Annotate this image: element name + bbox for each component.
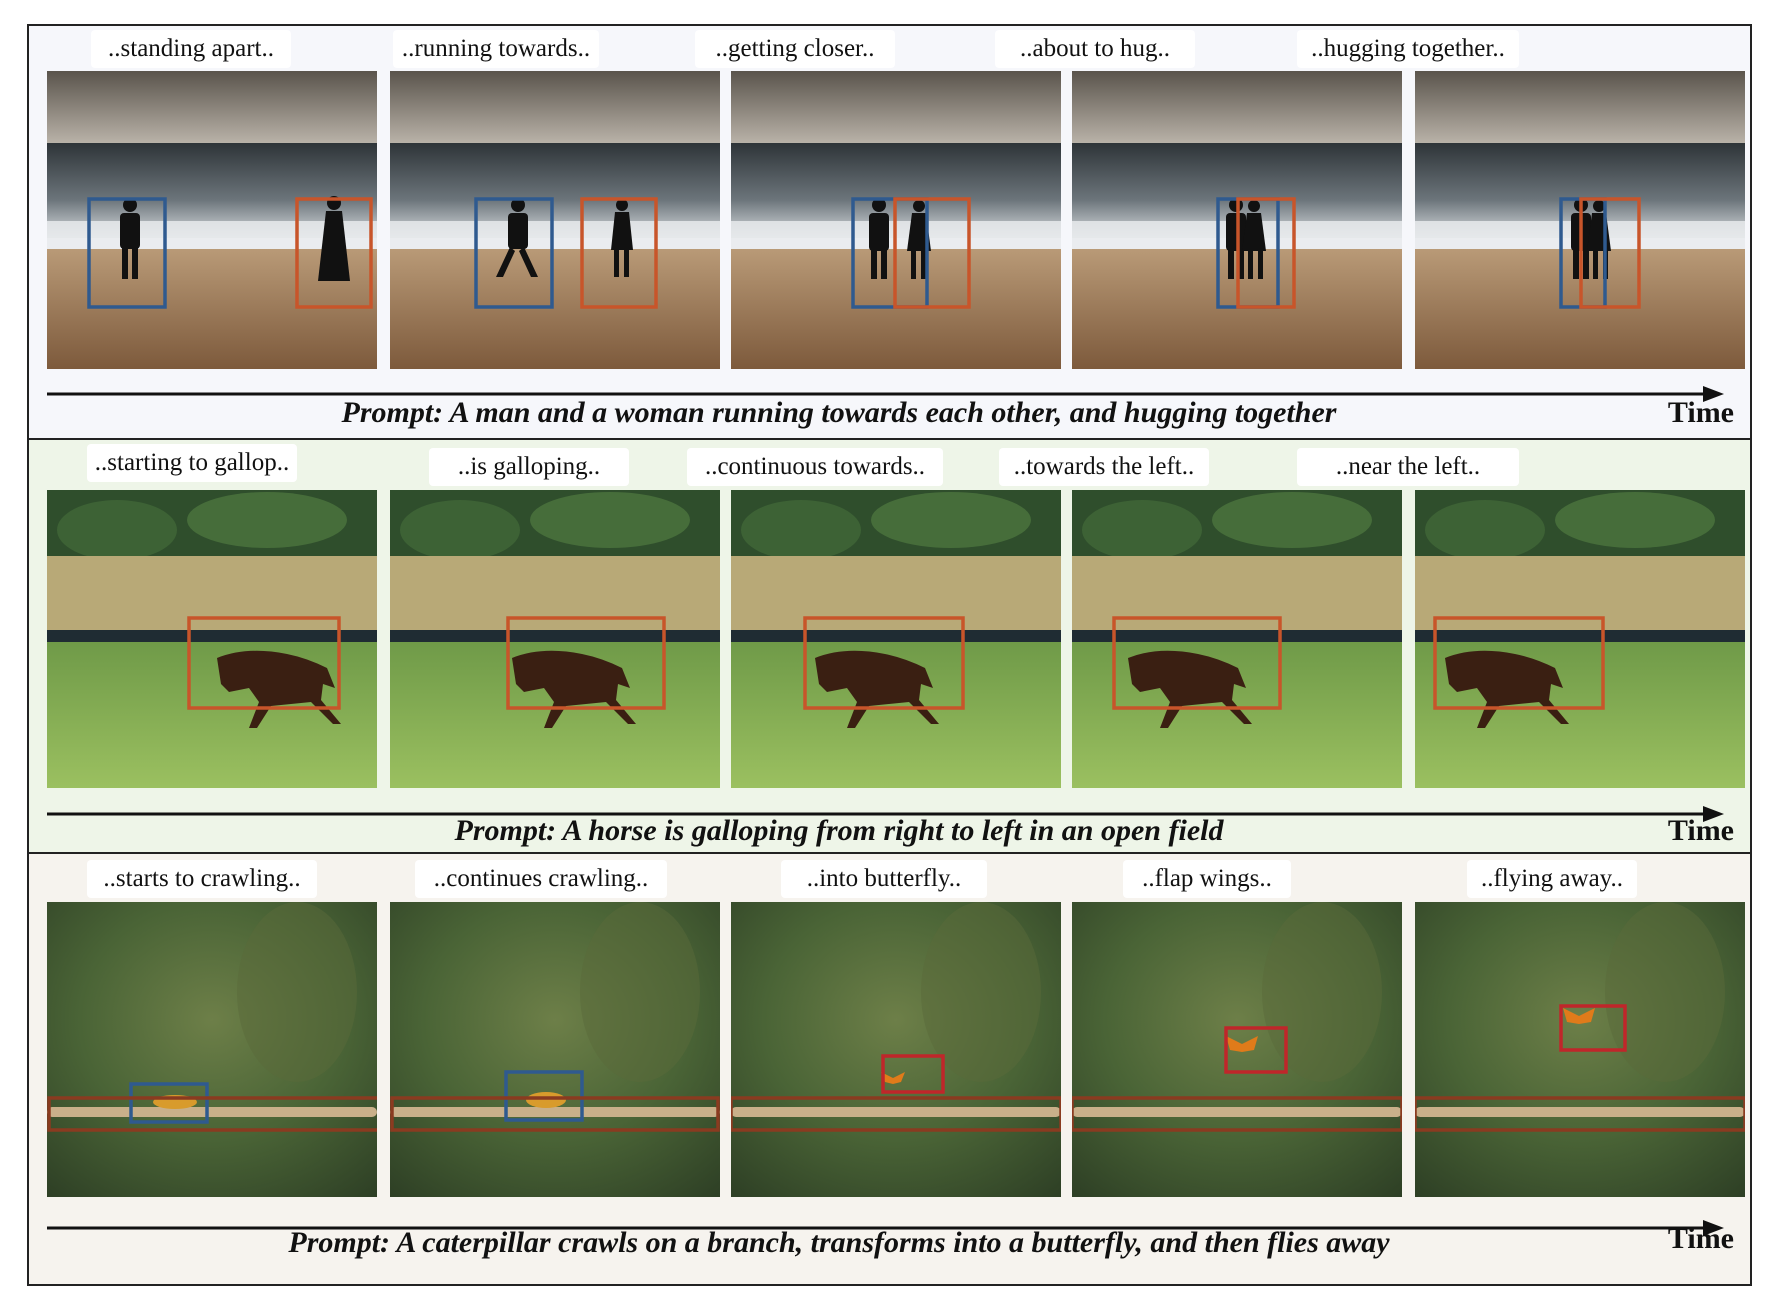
caption: ..hugging together.. <box>1297 30 1519 68</box>
time-label: Time <box>1667 814 1734 847</box>
frame-image <box>731 902 1061 1197</box>
caption: ..continues crawling.. <box>415 860 667 898</box>
frame-image <box>731 490 1061 788</box>
frame-image <box>1415 490 1745 788</box>
caption: ..is galloping.. <box>429 448 629 486</box>
frame-image <box>1072 71 1402 369</box>
row-couple: ..standing apart.. ..running towards.. .… <box>29 26 1750 440</box>
frame-image <box>731 71 1061 369</box>
time-arrow <box>47 1220 1724 1236</box>
frame-image <box>47 902 377 1197</box>
caption: ..starting to gallop.. <box>87 444 297 482</box>
caption: ..towards the left.. <box>999 448 1209 486</box>
caption: ..flying away.. <box>1467 860 1637 898</box>
frame-image <box>1415 71 1745 369</box>
time-label: Time <box>1667 396 1734 429</box>
caption: ..standing apart.. <box>91 30 291 68</box>
caption: ..about to hug.. <box>995 30 1195 68</box>
frame-image <box>390 71 720 369</box>
row-butterfly: ..starts to crawling.. ..continues crawl… <box>29 854 1750 1284</box>
caption: ..flap wings.. <box>1123 860 1291 898</box>
frame-image <box>1072 902 1402 1197</box>
time-arrow <box>47 806 1724 822</box>
prompt-text: Prompt: A caterpillar crawls on a branch… <box>288 1226 1390 1259</box>
frame-image <box>390 902 720 1197</box>
frame-image <box>1072 490 1402 788</box>
frame-image <box>390 490 720 788</box>
caption: ..starts to crawling.. <box>87 860 317 898</box>
frame-image <box>47 490 377 788</box>
caption: ..continuous towards.. <box>687 448 943 486</box>
row-horse: ..starting to gallop.. ..is galloping.. … <box>29 440 1750 854</box>
figure: ..standing apart.. ..running towards.. .… <box>27 24 1752 1286</box>
caption: ..running towards.. <box>393 30 599 68</box>
caption: ..getting closer.. <box>695 30 895 68</box>
time-arrow <box>47 386 1724 402</box>
time-label: Time <box>1667 1222 1734 1255</box>
prompt-text: Prompt: A horse is galloping from right … <box>454 814 1224 847</box>
caption: ..into butterfly.. <box>781 860 987 898</box>
prompt-text: Prompt: A man and a woman running toward… <box>341 396 1337 429</box>
frame-image <box>1415 902 1745 1197</box>
frame-image <box>47 71 377 369</box>
caption: ..near the left.. <box>1297 448 1519 486</box>
